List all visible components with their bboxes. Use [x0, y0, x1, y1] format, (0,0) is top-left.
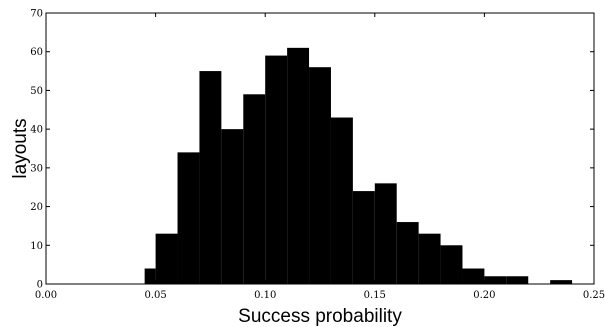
histogram-bar	[265, 55, 288, 285]
histogram-bar	[352, 191, 375, 284]
y-axis-title: layouts	[10, 118, 31, 178]
plot-frame	[45, 12, 595, 285]
y-tick-label: 20	[30, 202, 43, 213]
bars-group	[144, 47, 573, 285]
x-tick-label: 0.15	[364, 290, 386, 301]
y-tick-label: 70	[30, 9, 43, 20]
histogram-bar	[550, 280, 573, 284]
histogram-bar	[396, 222, 419, 284]
x-axis-title: Success probability	[238, 306, 402, 327]
histogram-bar	[243, 94, 266, 284]
y-tick-label: 60	[30, 47, 43, 58]
histogram-bar	[221, 129, 244, 284]
histogram-bar	[462, 268, 485, 284]
histogram-bar	[177, 152, 200, 284]
histogram-bar	[309, 67, 331, 284]
x-tick-label: 0.20	[473, 290, 495, 301]
y-tick-label: 10	[30, 241, 43, 252]
histogram-bar	[440, 245, 463, 284]
histogram-bar	[506, 276, 529, 284]
y-tick-label: 40	[30, 125, 43, 136]
x-axis: 0.00 0.05 0.10 0.15 0.20 0.25	[35, 13, 605, 301]
y-tick-label: 0	[37, 280, 43, 291]
histogram-bar	[374, 183, 397, 284]
x-tick-label: 0.10	[254, 290, 276, 301]
y-axis: 0 10 20 30 40 50 60 70	[30, 9, 594, 291]
histogram-bar	[144, 268, 156, 284]
x-tick-label: 0.25	[583, 290, 605, 301]
histogram-bar	[155, 233, 178, 284]
y-tick-label: 30	[30, 163, 43, 174]
histogram-bar	[418, 233, 441, 284]
y-tick-label: 50	[30, 86, 43, 97]
histogram-bar	[330, 117, 353, 285]
histogram-bar	[199, 71, 222, 284]
histogram-bar	[287, 47, 310, 284]
x-tick-label: 0.00	[35, 290, 57, 301]
histogram-bar	[484, 276, 507, 284]
x-tick-label: 0.05	[144, 290, 166, 301]
